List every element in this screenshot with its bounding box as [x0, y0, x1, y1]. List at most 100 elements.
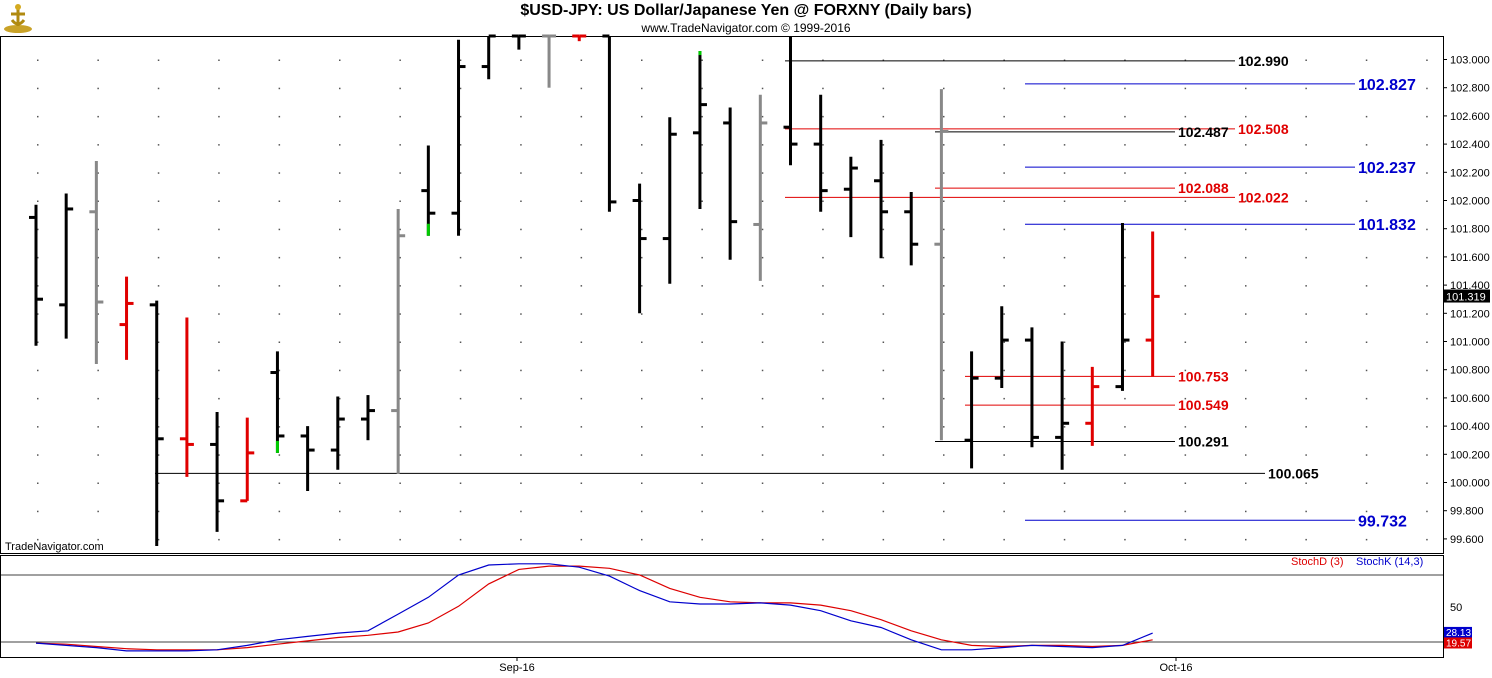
level-label: 102.088: [1178, 180, 1229, 196]
grid-dot: [459, 172, 462, 174]
grid-dot: [1305, 426, 1307, 428]
grid-dot: [520, 285, 522, 287]
grid-dot: [218, 369, 220, 372]
grid-dot: [943, 538, 945, 541]
grid-dot: [1184, 285, 1187, 287]
grid-dot: [641, 538, 643, 541]
grid-dot: [37, 200, 39, 202]
grid-dot: [641, 510, 643, 513]
grid-dot: [459, 426, 462, 428]
grid-dot: [580, 341, 583, 343]
grid-dot: [1426, 510, 1428, 513]
grid-dot: [943, 397, 945, 400]
grid-dot: [1003, 285, 1005, 287]
grid-dot: [822, 87, 824, 90]
grid-dot: [1003, 87, 1005, 90]
grid-dot: [1184, 115, 1187, 118]
grid-dot: [520, 172, 522, 174]
grid-dot: [761, 482, 764, 484]
grid-dot: [97, 369, 99, 372]
stoch-k-value-box: [1444, 626, 1472, 638]
date-tick-label: Sep-16: [499, 662, 534, 674]
price-bars: [29, 34, 1160, 546]
grid-dot: [37, 510, 39, 513]
grid-dot: [218, 510, 220, 513]
grid-dot: [399, 200, 401, 202]
grid-dot: [822, 144, 824, 146]
grid-dot: [1124, 228, 1126, 231]
grid-dot: [459, 341, 462, 343]
grid-dot: [459, 538, 462, 541]
grid-dot: [339, 397, 341, 400]
grid-dot: [1426, 313, 1428, 315]
grid-dot: [520, 144, 522, 146]
grid-dot: [1003, 454, 1005, 456]
grid-dot: [1305, 510, 1307, 513]
grid-dot: [97, 256, 99, 259]
level-label: 102.990: [1238, 53, 1289, 69]
grid-dot: [278, 200, 281, 202]
grid-dot: [701, 87, 703, 90]
grid-dot: [1063, 369, 1066, 372]
grid-dot: [1124, 454, 1126, 456]
grid-dot: [278, 313, 281, 315]
grid-dot: [218, 172, 220, 174]
grid-dot: [399, 426, 401, 428]
grid-dot: [882, 369, 885, 372]
grid-dot: [459, 228, 462, 231]
grid-dot: [1426, 285, 1428, 287]
grid-dot: [822, 172, 824, 174]
grid-dot: [97, 482, 99, 484]
grid-dot: [1305, 87, 1307, 90]
grid-dot: [1003, 397, 1005, 400]
grid-dot: [580, 256, 583, 259]
grid-dot: [520, 313, 522, 315]
stoch-series-line: [35, 563, 1153, 652]
grid-dot: [1305, 454, 1307, 456]
grid-dot: [399, 256, 401, 259]
grid-dot: [278, 172, 281, 174]
grid-dot: [1184, 397, 1187, 400]
price-tick-label: 100.600: [1450, 393, 1490, 405]
stoch-k-value: 28.13: [1446, 628, 1471, 639]
grid-dot: [218, 538, 220, 541]
grid-dot: [278, 454, 281, 456]
grid-dot: [1124, 256, 1126, 259]
grid-dot: [339, 313, 341, 315]
grid-dot: [882, 144, 885, 146]
grid-dot: [761, 510, 764, 513]
grid-dot: [580, 59, 583, 61]
grid-dot: [641, 115, 643, 118]
grid-dot: [339, 87, 341, 90]
grid-dot: [1184, 341, 1187, 343]
grid-dot: [157, 256, 160, 259]
grid-dot: [761, 313, 764, 315]
grid-dot: [459, 200, 462, 202]
grid-dot: [641, 228, 643, 231]
grid-dot: [1365, 369, 1368, 372]
grid-dot: [520, 538, 522, 541]
grid-dot: [37, 313, 39, 315]
grid-dot: [1124, 313, 1126, 315]
grid-dot: [1063, 200, 1066, 202]
grid-dot: [459, 482, 462, 484]
grid-dot: [580, 200, 583, 202]
grid-dot: [97, 285, 99, 287]
stoch-panel-frame: [0, 555, 1444, 658]
grid-dot: [761, 256, 764, 259]
grid-dot: [701, 341, 703, 343]
grid-dot: [1245, 369, 1247, 372]
grid-dot: [882, 538, 885, 541]
grid-dot: [701, 538, 703, 541]
grid-dot: [641, 172, 643, 174]
grid-dot: [218, 59, 220, 61]
grid-dot: [218, 397, 220, 400]
grid-dot: [459, 144, 462, 146]
grid-dot: [218, 313, 220, 315]
grid-dot: [520, 454, 522, 456]
grid-dot: [1063, 172, 1066, 174]
grid-dot: [520, 87, 522, 90]
grid-dot: [701, 256, 703, 259]
grid-dot: [459, 397, 462, 400]
